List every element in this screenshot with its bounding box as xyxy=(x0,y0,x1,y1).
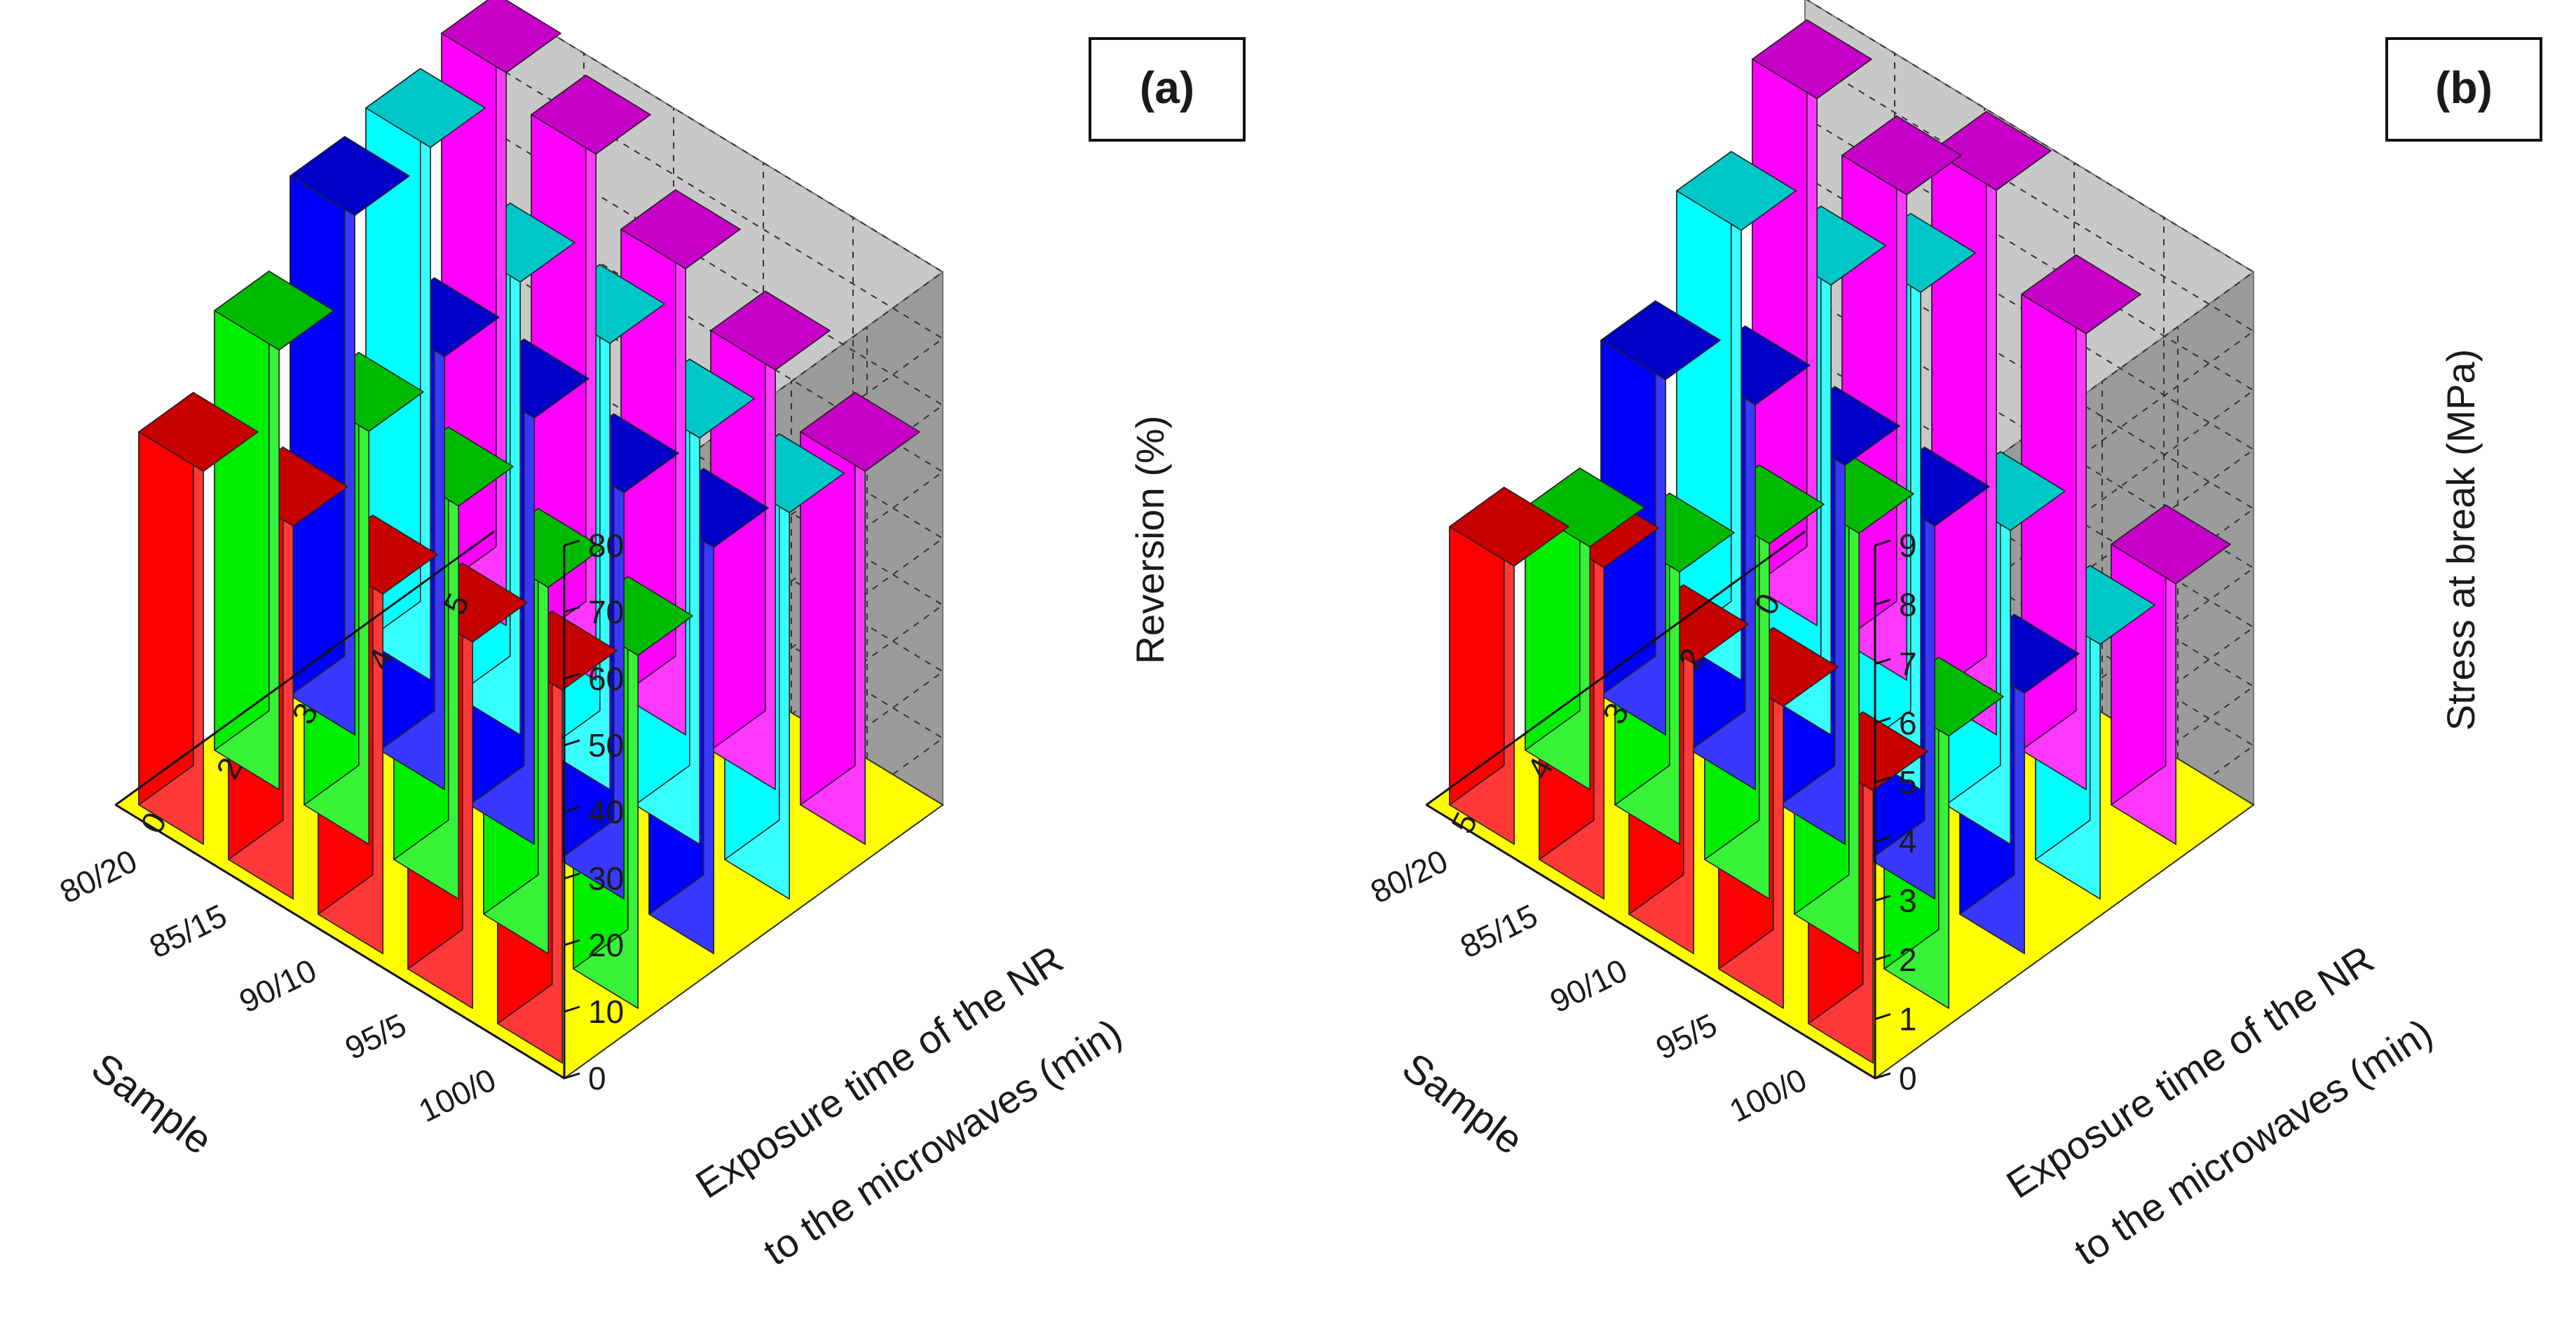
sample-axis-title: Sample xyxy=(83,1044,221,1163)
value-tick-label: 8 xyxy=(1899,586,1917,623)
value-tick-label: 9 xyxy=(1899,527,1917,564)
sample-tick-label: 85/15 xyxy=(144,897,232,965)
sample-axis-title: Sample xyxy=(1394,1044,1532,1163)
value-tick-label: 10 xyxy=(588,993,624,1030)
value-tick-label: 2 xyxy=(1899,942,1917,978)
bar-80-20-t4 xyxy=(1525,467,1645,790)
value-tick-label: 5 xyxy=(1899,764,1917,801)
sample-tick-label: 95/5 xyxy=(339,1006,411,1066)
panel-label-box xyxy=(2385,37,2542,142)
value-tick-label: 20 xyxy=(588,927,624,963)
value-axis-title: Reversion (%) xyxy=(1128,416,1172,665)
value-tick-label: 3 xyxy=(1899,883,1917,919)
panel-b-stress-chart: 012345678980/2085/1590/1095/5100/054320S… xyxy=(1365,0,2542,1274)
panel-label-box xyxy=(1089,37,1246,142)
sample-axis-line xyxy=(115,803,565,1080)
bar-80-20-t0 xyxy=(138,391,259,845)
bar-100-0-t0 xyxy=(2111,504,2231,845)
value-tick-label: 70 xyxy=(588,594,624,630)
panel-label: (b) xyxy=(2435,62,2493,113)
value-tick-label: 0 xyxy=(588,1060,606,1097)
bar-100-0-t5 xyxy=(800,391,920,845)
value-tick-label: 40 xyxy=(588,794,624,830)
sample-tick-label: 80/20 xyxy=(1365,842,1453,910)
sample-tick-label: 100/0 xyxy=(413,1061,501,1129)
value-tick-label: 80 xyxy=(588,527,624,564)
value-tick-label: 50 xyxy=(588,727,624,764)
value-tick-label: 0 xyxy=(1899,1060,1917,1097)
value-tick-label: 1 xyxy=(1899,1001,1917,1038)
value-tick-label: 7 xyxy=(1899,646,1917,682)
time-axis-line xyxy=(115,530,495,806)
bar-80-20-t5 xyxy=(1449,487,1569,845)
sample-tick-label: 100/0 xyxy=(1724,1061,1812,1129)
value-tick-label: 6 xyxy=(1899,705,1917,741)
sample-axis-line xyxy=(1426,803,1876,1080)
sample-tick-label: 90/10 xyxy=(1544,951,1633,1019)
sample-tick-label: 90/10 xyxy=(233,951,322,1019)
value-axis-title: Stress at break (MPa) xyxy=(2439,349,2483,731)
value-tick-label: 4 xyxy=(1899,823,1917,860)
sample-tick-label: 95/5 xyxy=(1650,1006,1722,1066)
sample-tick-label: 80/20 xyxy=(54,842,142,910)
value-tick-label: 60 xyxy=(588,660,624,697)
time-axis-line xyxy=(1426,530,1806,806)
value-tick-label: 30 xyxy=(588,860,624,897)
panel-label: (a) xyxy=(1140,62,1194,113)
sample-tick-label: 85/15 xyxy=(1454,897,1543,965)
